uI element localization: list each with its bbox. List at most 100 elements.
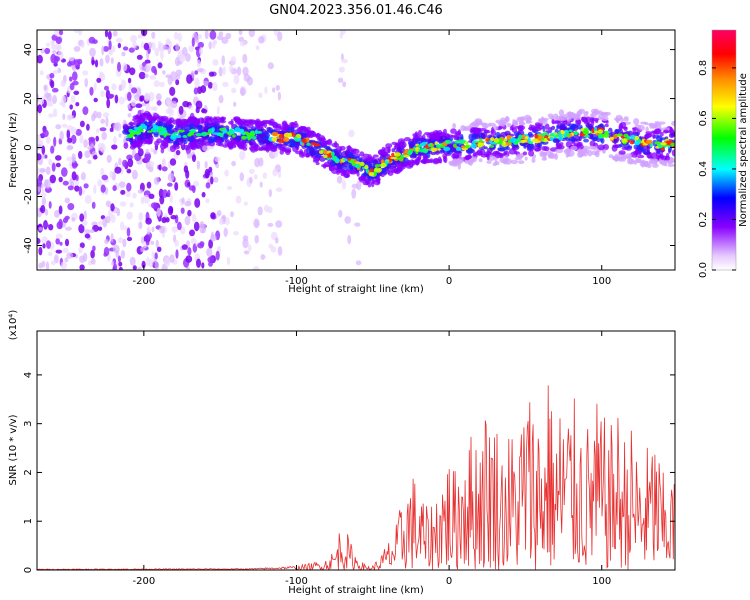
spectrogram-ridge-point: [478, 120, 483, 125]
spectrogram-ridge-point: [565, 138, 572, 142]
spectrogram-ridge-point: [489, 122, 496, 127]
spectrogram-ridge-point: [279, 149, 284, 155]
spectrogram-ridge-point: [412, 133, 419, 137]
spectrogram-ridge-point: [430, 151, 436, 156]
spectrogram-peak-point: [584, 134, 590, 138]
spectrogram-noise-point: [151, 202, 158, 209]
spectrogram-ridge-point: [215, 139, 222, 144]
spectrogram-noise-point: [55, 238, 60, 245]
spectrogram-noise-point: [84, 194, 92, 204]
spectrogram-peak-point: [454, 140, 461, 144]
spectrogram-ridge-point: [367, 154, 372, 160]
spectrogram-noise-point: [78, 186, 83, 196]
spectrogram-noise-point: [44, 47, 51, 55]
spectrogram-noise-point: [41, 236, 48, 245]
spectrogram-noise-point: [165, 38, 171, 46]
spectrogram-noise-point: [50, 40, 55, 45]
spectrogram-noise-point: [97, 220, 103, 226]
spectrogram-peak-point: [621, 138, 627, 144]
spectrogram-ridge-point: [554, 120, 561, 124]
spectrogram-noise-point: [144, 92, 150, 101]
spectrogram-noise-point: [81, 219, 88, 227]
spectrogram-noise-point: [110, 203, 115, 212]
spectrogram-ridge-point: [452, 123, 456, 129]
spectrogram-ridge-point: [595, 151, 599, 156]
spectrogram-ridge-point: [358, 176, 367, 183]
spectrogram-peak-point: [488, 145, 495, 148]
spectrogram-noise-point: [104, 30, 109, 38]
spectrogram-ridge-point: [517, 116, 525, 121]
spectrogram-ridge-point: [558, 109, 565, 117]
spectrogram-noise-point: [169, 86, 176, 96]
spectrogram-peak-point: [521, 139, 528, 143]
spectrogram-noise-point: [342, 81, 347, 88]
spectrogram-peak-point: [443, 146, 451, 152]
spectrogram-peak-point: [660, 142, 667, 146]
spectrogram-ridge-point: [381, 146, 386, 154]
spectrogram-ridge-point: [618, 150, 626, 155]
spectrogram-noise-point: [170, 100, 178, 109]
spectrogram-ridge-point: [579, 152, 584, 157]
spectrogram-noise-point: [188, 105, 194, 110]
spectrogram-noise-point: [122, 159, 128, 168]
spectrogram-ridge-point: [239, 141, 246, 148]
spectrogram-noise-point: [67, 203, 75, 211]
spectrogram-ridge-point: [518, 121, 525, 126]
spectrogram-noise-point: [99, 58, 104, 67]
spectrogram-noise-point: [50, 80, 55, 89]
spectrogram-noise-point: [93, 184, 97, 194]
spectrogram-noise-point: [111, 261, 115, 266]
spectrogram-noise-point: [242, 53, 248, 64]
spectrogram-noise-point: [248, 168, 255, 174]
spectrogram-noise-point: [79, 264, 85, 270]
spectrogram-noise-point: [187, 247, 192, 256]
spectrogram-noise-point: [55, 162, 61, 168]
spectrogram-noise-point: [141, 41, 145, 49]
spectrogram-ridge-point: [638, 125, 645, 131]
spectrogram-noise-point: [43, 84, 48, 91]
spectrogram-noise-point: [258, 36, 265, 44]
spectrogram-ridge-point: [437, 132, 445, 137]
spectrogram-ridge-point: [437, 150, 446, 154]
spectrogram-noise-point: [267, 222, 274, 227]
spectrogram-noise-point: [53, 69, 58, 75]
snr-xtick-label: -100: [285, 576, 308, 587]
spectrogram-noise-point: [40, 205, 46, 214]
spectrogram-peak-point: [602, 133, 610, 138]
spectrogram-ridge-point: [652, 133, 656, 139]
spectrogram-noise-point: [58, 30, 64, 36]
spectrogram-noise-point: [112, 30, 118, 37]
spectrogram-ridge-point: [439, 158, 443, 164]
spectrogram-noise-point: [37, 104, 43, 114]
spectrogram-peak-point: [211, 127, 215, 133]
spectrogram-ridge-point: [586, 122, 592, 129]
spectrogram-noise-point: [140, 196, 145, 205]
spectrogram-noise-point: [118, 181, 126, 189]
spectrogram-peak-point: [347, 157, 351, 161]
spectrogram-ridge-point: [495, 131, 501, 138]
spectrogram-peak-point: [598, 133, 603, 139]
spectrogram-ridge-point: [548, 127, 553, 133]
spectrogram-ridge-point: [195, 118, 201, 125]
spectrogram-noise-point: [205, 182, 211, 189]
spectrogram-ridge-point: [619, 116, 624, 122]
spectrogram-noise-point: [186, 74, 193, 84]
spectrogram-noise-point: [224, 169, 229, 177]
spectrogram-ridge-point: [645, 131, 653, 135]
spectrogram-peak-point: [437, 148, 441, 151]
spectrogram-noise-point: [52, 87, 59, 93]
spectrogram-ridge-point: [503, 119, 508, 125]
spectrogram-noise-point: [204, 30, 209, 40]
spectrogram-ridge-point: [584, 111, 589, 115]
spectrogram-ridge-point: [203, 120, 210, 124]
spectrogram-noise-point: [264, 86, 268, 94]
spectrogram-noise-point: [155, 93, 162, 101]
spectrogram-ridge-point: [661, 127, 670, 132]
spectrogram-ridge-point: [498, 125, 503, 130]
spectrogram-noise-point: [107, 30, 112, 40]
spectrogram-ridge-point: [600, 137, 605, 144]
spectrogram-peak-point: [369, 168, 375, 173]
spectrogram-ridge-point: [506, 122, 512, 128]
spectrogram-marks: [37, 30, 675, 270]
spectrogram-noise-point: [49, 174, 56, 184]
